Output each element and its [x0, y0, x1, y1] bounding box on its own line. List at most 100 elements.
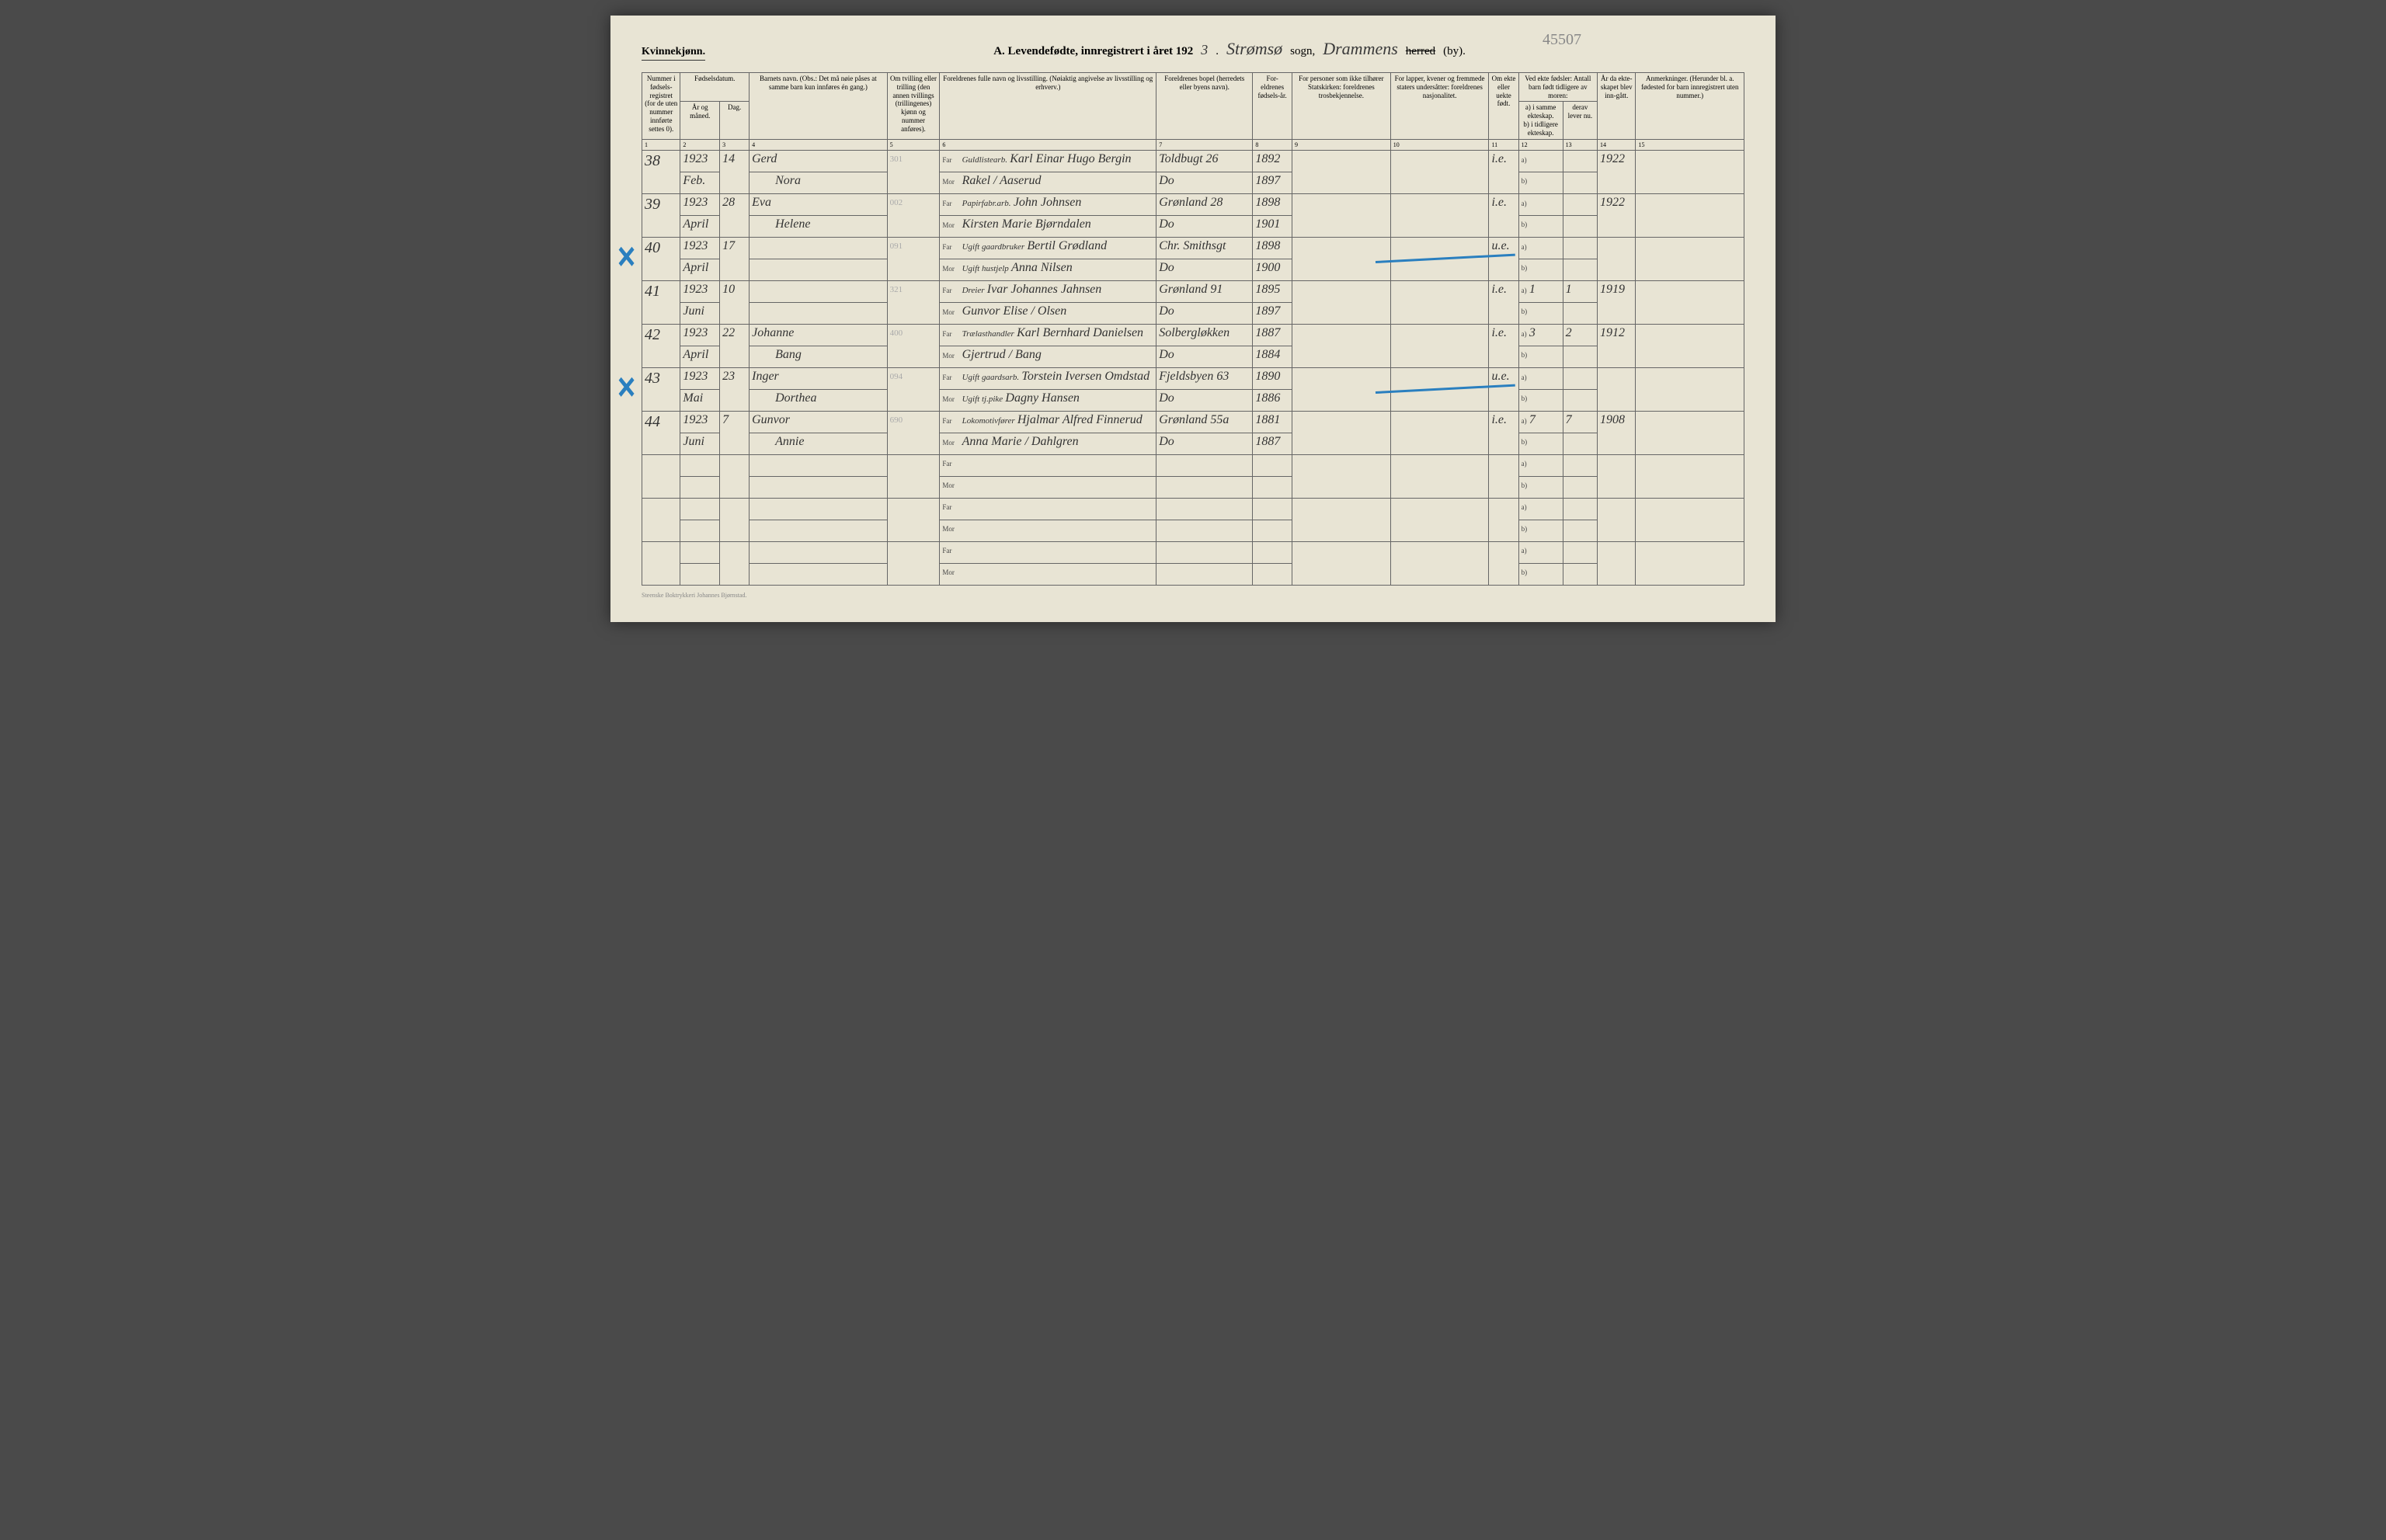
fyear-mor: 1900 — [1253, 259, 1292, 280]
fyear-mor: 1884 — [1253, 346, 1292, 367]
col-13-header: derav lever nu. — [1563, 102, 1597, 139]
birth-day: 17 — [720, 237, 750, 280]
birth-month: Mai — [680, 389, 720, 411]
mother-cell: Mor Gjertrud / Bang — [940, 346, 1156, 367]
marriage-year: 1922 — [1598, 150, 1636, 193]
fyear-mor: 1887 — [1253, 433, 1292, 454]
table-row-empty: Morb) — [642, 563, 1744, 585]
c12b: b) — [1518, 172, 1563, 193]
child-name-1 — [750, 237, 887, 259]
ekte: i.e. — [1489, 280, 1518, 324]
c13b — [1563, 302, 1597, 324]
fyear-far: 1892 — [1253, 150, 1292, 172]
col-4-header: Barnets navn. (Obs.: Det må nøie påses a… — [750, 73, 887, 140]
remarks — [1636, 411, 1744, 454]
table-row: Juni Annie Mor Anna Marie / Dahlgren Do … — [642, 433, 1744, 454]
table-row-empty: Morb) — [642, 476, 1744, 498]
remarks — [1636, 237, 1744, 280]
fyear-far: 1895 — [1253, 280, 1292, 302]
child-name-2: Helene — [750, 215, 887, 237]
marriage-year — [1598, 237, 1636, 280]
bopel-mor: Do — [1156, 172, 1253, 193]
religion — [1292, 324, 1391, 367]
bopel-far: Fjeldsbyen 63 — [1156, 367, 1253, 389]
col-12-header-top: Ved ekte fødsler: Antall barn født tidli… — [1518, 73, 1597, 102]
pencil-page-number: 45507 — [1543, 31, 1581, 49]
c13: 7 — [1563, 411, 1597, 433]
ekte: i.e. — [1489, 150, 1518, 193]
twin-col: 094 — [887, 367, 940, 411]
table-row-empty: Far a) — [642, 498, 1744, 520]
c12b: b) — [1518, 259, 1563, 280]
birth-year: 1923 — [680, 324, 720, 346]
religion — [1292, 367, 1391, 411]
mother-cell: Mor Kirsten Marie Bjørndalen — [940, 215, 1156, 237]
table-row: Juni Mor Gunvor Elise / Olsen Do 1897 b) — [642, 302, 1744, 324]
bopel-far: Chr. Smithsgt — [1156, 237, 1253, 259]
printer-credit: Steenske Boktrykkeri Johannes Bjørnstad. — [642, 592, 1744, 599]
twin-col: 690 — [887, 411, 940, 454]
c13 — [1563, 193, 1597, 215]
mother-cell: Mor Ugift hustjelp Anna Nilsen — [940, 259, 1156, 280]
title-prefix: A. Levendefødte, innregistrert i året 19… — [993, 45, 1193, 58]
c13b — [1563, 389, 1597, 411]
twin-col: 301 — [887, 150, 940, 193]
parish-name: Strømsø — [1226, 39, 1282, 59]
table-row: × 43 1923 23 Inger 094 Far Ugift gaardsa… — [642, 367, 1744, 389]
birth-year: 1923 — [680, 367, 720, 389]
table-row: 41 1923 10 321 Far Dreier Ivar Johannes … — [642, 280, 1744, 302]
col-2b-header: Dag. — [720, 102, 750, 139]
bopel-far: Solbergløkken — [1156, 324, 1253, 346]
bopel-mor: Do — [1156, 259, 1253, 280]
birth-year: 1923 — [680, 411, 720, 433]
fyear-far: 1898 — [1253, 193, 1292, 215]
fyear-mor: 1897 — [1253, 172, 1292, 193]
child-name-2: Nora — [750, 172, 887, 193]
col-8-header: For-eldrenes fødsels-år. — [1253, 73, 1292, 140]
col-12a-header: a) i samme ekteskap.b) i tidligere ektes… — [1518, 102, 1563, 139]
mother-cell: Mor Anna Marie / Dahlgren — [940, 433, 1156, 454]
fyear-mor: 1901 — [1253, 215, 1292, 237]
birth-month: April — [680, 346, 720, 367]
table-row: Feb. Nora Mor Rakel / Aaserud Do 1897 b) — [642, 172, 1744, 193]
ekte: i.e. — [1489, 324, 1518, 367]
birth-day: 10 — [720, 280, 750, 324]
twin-col: 091 — [887, 237, 940, 280]
father-cell: Far Lokomotivfører Hjalmar Alfred Finner… — [940, 411, 1156, 433]
c13: 1 — [1563, 280, 1597, 302]
nationality — [1390, 237, 1489, 280]
c12a: a) — [1518, 193, 1563, 215]
twin-col: 400 — [887, 324, 940, 367]
table-row: Mai Dorthea Mor Ugift tj.pike Dagny Hans… — [642, 389, 1744, 411]
c12a: a) 7 — [1518, 411, 1563, 433]
column-number-row: 1 2 3 4 5 6 7 8 9 10 11 12 13 14 15 — [642, 139, 1744, 150]
c13: 2 — [1563, 324, 1597, 346]
col-2-header-top: Fødselsdatum. — [680, 73, 750, 102]
c13b — [1563, 215, 1597, 237]
birth-day: 14 — [720, 150, 750, 193]
col-2a-header: År og måned. — [680, 102, 720, 139]
birth-month: April — [680, 259, 720, 280]
table-body: 38 1923 14 Gerd 301 Far Guldlistearb. Ka… — [642, 150, 1744, 585]
nationality — [1390, 280, 1489, 324]
religion — [1292, 150, 1391, 193]
c12a: a) 1 — [1518, 280, 1563, 302]
col-6-header: Foreldrenes fulle navn og livsstilling. … — [940, 73, 1156, 140]
district-name: Drammens — [1323, 39, 1398, 59]
table-row-empty: Morb) — [642, 520, 1744, 541]
bopel-mor: Do — [1156, 346, 1253, 367]
table-row: 39 1923 28 Eva 002 Far Papirfabr.arb. Jo… — [642, 193, 1744, 215]
bopel-mor: Do — [1156, 389, 1253, 411]
c12b: b) — [1518, 433, 1563, 454]
fyear-far: 1887 — [1253, 324, 1292, 346]
child-name-1: Gerd — [750, 150, 887, 172]
entry-number: × 43 — [642, 367, 680, 411]
child-name-2 — [750, 302, 887, 324]
remarks — [1636, 280, 1744, 324]
col-14-header: År da ekte-skapet blev inn-gått. — [1598, 73, 1636, 140]
marriage-year — [1598, 367, 1636, 411]
ekte: u.e. — [1489, 367, 1518, 411]
child-name-2: Dorthea — [750, 389, 887, 411]
father-cell: Far Ugift gaardsarb. Torstein Iversen Om… — [940, 367, 1156, 389]
entry-number: 42 — [642, 324, 680, 367]
